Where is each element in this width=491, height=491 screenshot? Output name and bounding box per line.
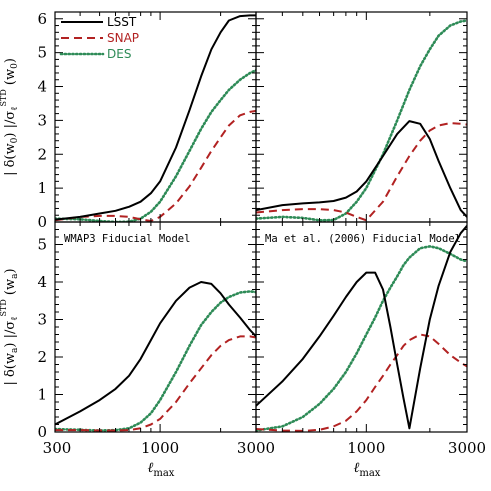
y-tick-label: 4 (37, 273, 47, 291)
series-snap-line (256, 122, 467, 222)
y-tick-label: 0 (37, 423, 47, 441)
legend-label: DES (107, 47, 131, 61)
y-axis-label: | δ(wa) |/σℓSTD (wa) (0, 268, 20, 385)
panel-frame (54, 221, 257, 433)
x-tick-label: 1000 (347, 439, 385, 457)
panel-frame (255, 11, 468, 223)
legend-entry-snap: SNAP (61, 31, 139, 45)
plot-area: WMAP3 Fiducial Model Ma et al. (2006) Fid… (54, 11, 468, 433)
y-tick-label: 5 (37, 236, 47, 254)
series-lsst-line (55, 14, 256, 221)
series-lsst-line (256, 120, 467, 218)
series-lsst-line (256, 225, 467, 430)
panel-4: Ma et al. (2006) Fiducial Model (256, 225, 467, 432)
legend: LSST SNAP DES (59, 15, 139, 61)
panel-annotation: WMAP3 Fiducial Model (64, 233, 190, 245)
legend-entry-lsst: LSST (61, 15, 137, 29)
panel-annotation: Ma et al. (2006) Fiducial Model (265, 233, 461, 245)
x-tick-label: 1000 (141, 439, 179, 457)
panel-3: WMAP3 Fiducial Model (55, 233, 256, 432)
y-axis-label: | δ(w0) |/σℓSTD (w0) (0, 58, 20, 176)
panel-frame (255, 221, 468, 433)
y-tick-label: 4 (37, 78, 47, 96)
y-tick-label: 0 (37, 213, 47, 231)
series-snap-line (256, 333, 467, 432)
series-lsst-line (55, 281, 256, 426)
x-axis-label: ℓmax (354, 460, 381, 479)
legend-entry-des: DES (59, 47, 131, 61)
x-tick-label: 3000 (237, 439, 275, 457)
y-tick-label: 5 (37, 44, 47, 62)
y-tick-label: 1 (37, 386, 47, 404)
y-tick-label: 3 (37, 311, 47, 329)
y-tick-label: 6 (37, 10, 47, 28)
y-tick-label: 3 (37, 111, 47, 129)
panel-frame (54, 11, 257, 223)
x-tick-label: 300 (43, 439, 72, 457)
y-tick-label: 2 (37, 348, 47, 366)
series-des-line (256, 19, 467, 222)
series-des-line (55, 290, 256, 432)
x-tick-label: 3000 (448, 439, 486, 457)
panel-1 (55, 14, 256, 222)
series-snap-line (55, 335, 256, 432)
axis-labels: 0 1 2 3 4 5 6 0 1 2 3 4 5 300 1000 3000 1000 3000 ℓmax ℓmax… (0, 10, 486, 479)
series-des-line (256, 245, 467, 432)
y-tick-label: 1 (37, 179, 47, 197)
legend-label: LSST (107, 15, 137, 29)
panel-2 (256, 19, 467, 222)
series-snap-line (55, 109, 256, 222)
x-axis-label: ℓmax (148, 460, 175, 479)
legend-label: SNAP (107, 31, 139, 45)
series-des-line (55, 69, 256, 222)
y-tick-label: 2 (37, 145, 47, 163)
